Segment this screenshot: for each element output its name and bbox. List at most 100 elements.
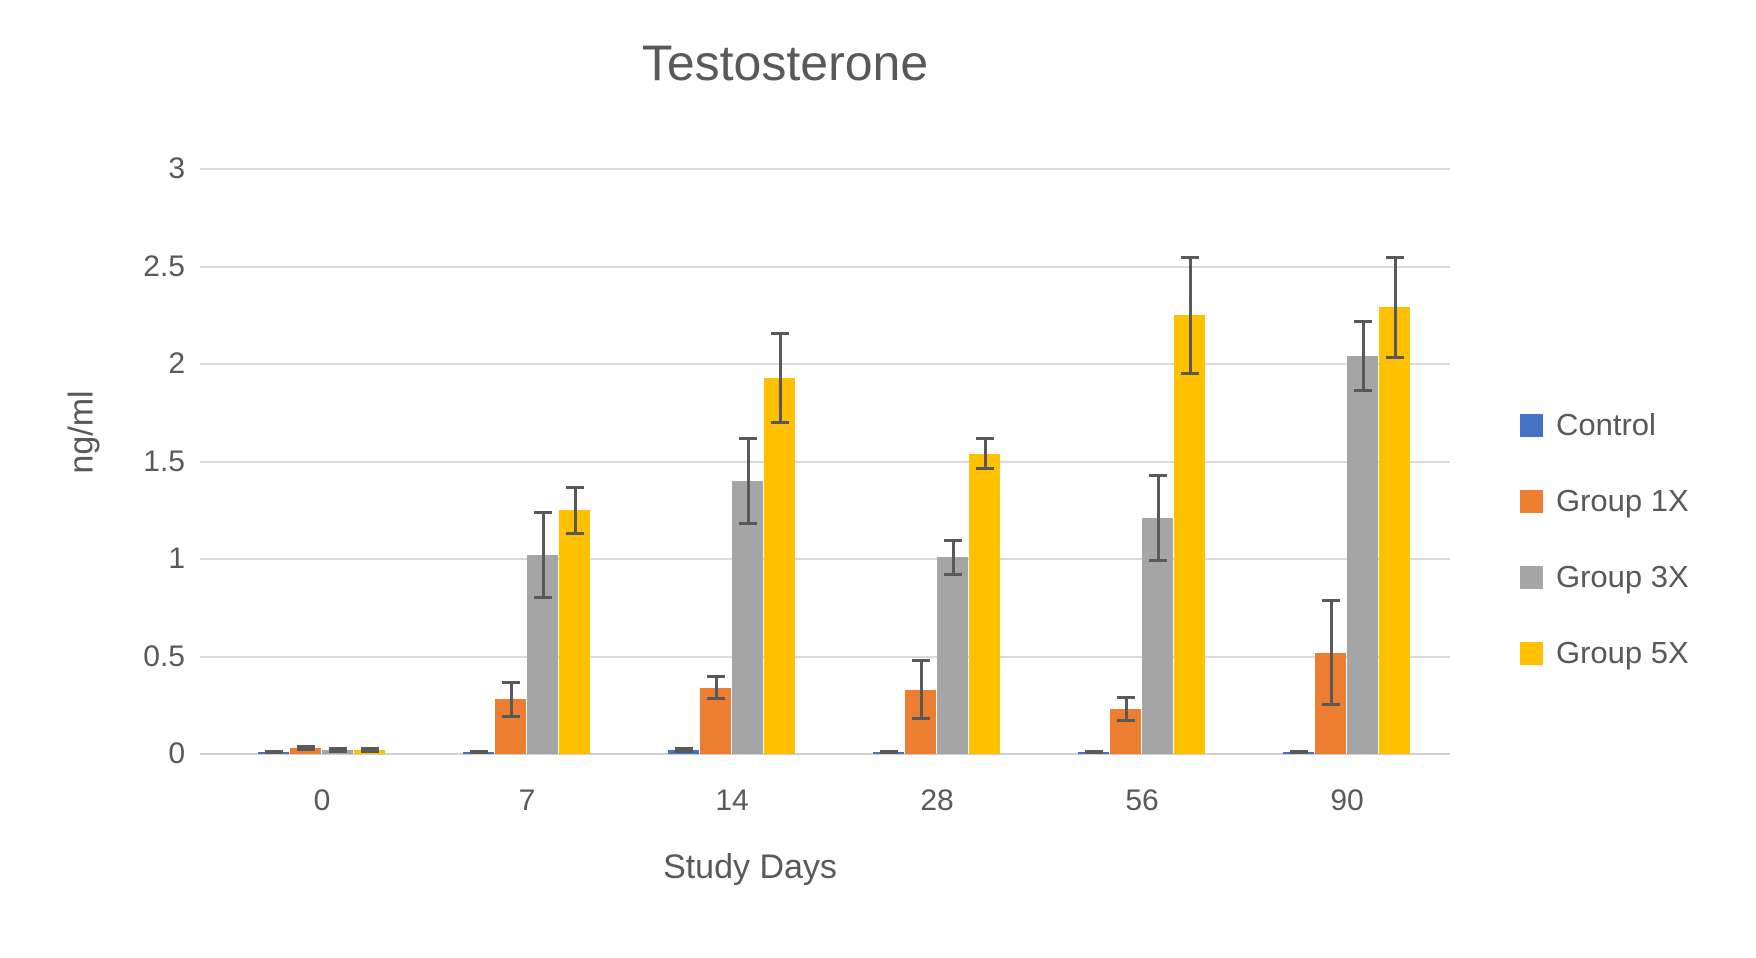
error-bar-control-day-14-cap-top [675,747,693,751]
error-bar-group-3x-day-28 [952,539,955,575]
error-bar-group-3x-day-14 [747,438,750,524]
error-bar-group-1x-day-0-cap-bottom [297,748,315,752]
bar-group-5x-day-90 [1379,307,1410,754]
gridline [200,265,1450,268]
legend-item-group-3x: Group 3X [1520,559,1689,595]
error-bar-group-5x-day-90-cap-bottom [1386,356,1404,360]
y-tick-label: 0 [168,737,185,770]
legend-item-control: Control [1520,407,1689,443]
error-bar-group-3x-day-28-cap-bottom [944,572,962,576]
error-bar-group-5x-day-90-cap-top [1386,255,1404,259]
error-bar-group-1x-day-28 [920,660,923,719]
error-bar-group-3x-day-56-cap-bottom [1149,558,1167,562]
x-axis-title: Study Days [663,848,837,886]
error-bar-group-5x-day-7 [574,486,577,534]
y-tick-label: 2.5 [143,249,185,283]
x-tick-label: 90 [1330,784,1364,817]
error-bar-group-5x-day-14-cap-bottom [771,420,789,424]
legend-swatch-group-5x [1520,641,1543,665]
bar-group-5x-day-7 [559,510,590,754]
error-bar-group-1x-day-90-cap-top [1322,598,1340,602]
error-bar-control-day-90-cap-bottom [1290,751,1308,755]
bar-group-5x-day-56 [1174,315,1205,754]
bar-group-5x-day-14 [764,378,795,754]
gridline [200,460,1450,463]
error-bar-group-1x-day-7-cap-bottom [502,714,520,718]
y-tick-label: 3 [168,152,185,185]
error-bar-group-3x-day-7-cap-top [534,511,552,515]
error-bar-group-5x-day-28-cap-bottom [976,467,994,471]
error-bar-group-1x-day-14-cap-bottom [707,697,725,701]
x-tick-label: 14 [715,784,749,817]
y-tick-label: 1 [168,542,185,575]
y-tick-label: 1.5 [143,444,185,478]
gridline [200,655,1450,658]
error-bar-group-1x-day-28-cap-bottom [912,716,930,720]
error-bar-group-5x-day-90 [1394,256,1397,359]
error-bar-group-1x-day-14-cap-top [707,675,725,678]
error-bar-group-1x-day-14 [715,676,718,700]
error-bar-group-1x-day-56-cap-bottom [1117,718,1135,722]
y-tick-label: 0.5 [143,639,185,673]
error-bar-group-3x-day-90-cap-bottom [1354,389,1372,393]
error-bar-group-3x-day-7-cap-bottom [534,596,552,599]
error-bar-control-day-14-cap-bottom [675,750,693,754]
error-bar-group-1x-day-7 [510,681,513,717]
error-bar-group-5x-day-14 [779,332,782,423]
error-bar-group-3x-day-0-cap-top [329,747,347,751]
x-tick-label: 28 [920,784,954,817]
error-bar-group-3x-day-0-cap-bottom [329,750,347,754]
error-bar-control-day-0-cap-bottom [265,751,283,755]
error-bar-group-1x-day-7-cap-top [502,680,520,684]
error-bar-control-day-7-cap-bottom [470,751,488,755]
error-bar-control-day-56-cap-bottom [1085,751,1103,755]
y-tick-label: 2 [168,347,185,380]
legend-item-group-1x: Group 1X [1520,483,1689,519]
error-bar-group-1x-day-90 [1330,599,1333,706]
error-bar-group-1x-day-90-cap-bottom [1322,703,1340,707]
error-bar-group-5x-day-56-cap-bottom [1181,371,1199,375]
error-bar-group-1x-day-56 [1125,697,1128,721]
bar-group-3x-day-90 [1347,356,1378,754]
error-bar-group-3x-day-14-cap-bottom [739,521,757,525]
legend-item-group-5x: Group 5X [1520,635,1689,671]
error-bar-group-5x-day-28 [984,438,987,470]
error-bar-group-3x-day-7 [542,512,545,598]
error-bar-group-3x-day-90-cap-top [1354,320,1372,324]
error-bar-group-1x-day-28-cap-top [912,659,930,663]
legend-swatch-group-3x [1520,565,1543,589]
error-bar-group-3x-day-14-cap-top [739,437,757,441]
legend-label: Control [1556,407,1656,442]
error-bar-control-day-28-cap-bottom [880,751,898,755]
error-bar-group-3x-day-28-cap-top [944,538,962,542]
legend-swatch-group-1x [1520,489,1543,513]
error-bar-group-5x-day-7-cap-top [566,485,584,489]
legend-swatch-control [1520,413,1543,437]
legend-label: Group 5X [1556,635,1689,670]
legend-label: Group 1X [1556,483,1689,518]
legend: Control Group 1X Group 3X Group 5X [1520,407,1689,671]
error-bar-group-5x-day-7-cap-bottom [566,531,584,535]
error-bar-group-5x-day-0-cap-top [361,747,379,751]
error-bar-group-5x-day-14-cap-top [771,331,789,335]
error-bar-group-3x-day-90 [1362,321,1365,392]
error-bar-group-5x-day-56 [1189,256,1192,374]
bar-group-3x-day-28 [937,557,968,754]
x-tick-label: 7 [518,784,536,817]
bar-group-5x-day-28 [969,454,1000,754]
x-tick-label: 0 [313,784,331,817]
chart-title: Testosterone [641,35,929,91]
error-bar-group-5x-day-28-cap-top [976,437,994,441]
bar-group-3x-day-14 [732,481,763,754]
x-axis-line [200,753,1450,755]
gridline [200,363,1450,365]
legend-label: Group 3X [1556,559,1689,594]
error-bar-group-3x-day-56 [1157,475,1160,561]
error-bar-group-5x-day-56-cap-top [1181,255,1199,259]
gridline [200,168,1450,170]
gridline [200,558,1450,560]
error-bar-group-3x-day-56-cap-top [1149,474,1167,478]
error-bar-group-5x-day-0-cap-bottom [361,750,379,754]
x-tick-label: 56 [1125,784,1159,817]
